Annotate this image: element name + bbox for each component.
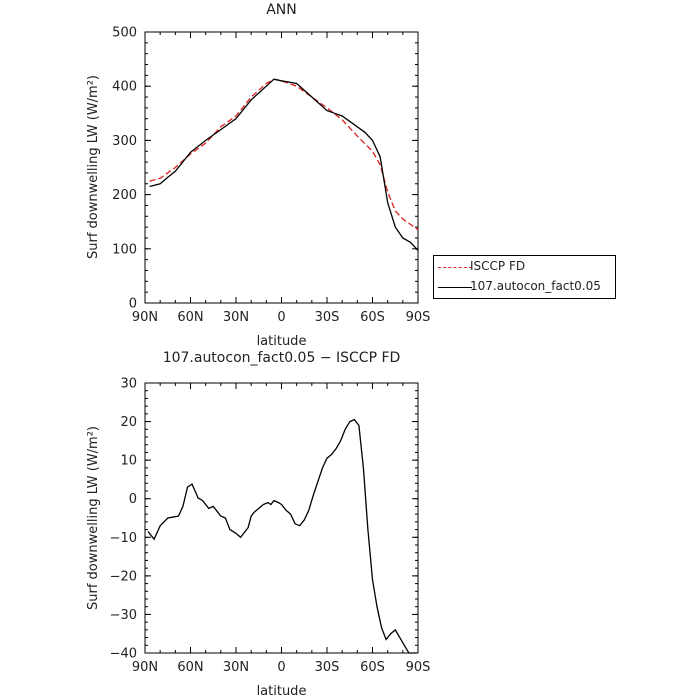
bottom-x-axis-label: latitude [257,684,307,699]
top-chart-title: ANN [266,2,297,18]
top-x-tick-label: 30S [315,310,340,325]
legend-item-model: 107.autocon_fact0.05 [434,277,615,297]
bottom-x-tick-label: 30S [315,660,340,675]
top-plot-frame [144,31,419,304]
bottom-series-line-0 [147,418,417,654]
bottom-y-tick-label: −40 [110,647,137,662]
top-x-tick-label: 0 [277,310,285,325]
legend-swatch-model [438,287,472,288]
top-y-axis-label: Surf downwelling LW (W/m²) [86,75,101,259]
bottom-panel: 107.autocon_fact0.05 − ISCCP FD latitude… [86,350,430,699]
bottom-y-tick-label: 20 [120,415,137,430]
top-series-line-1 [149,78,419,251]
top-y-tick-label: 100 [112,242,137,257]
bottom-series [147,418,417,654]
legend-label-obs: ISCCP FD [470,259,526,273]
top-y-tick-label: 500 [112,26,137,41]
legend-label-model: 107.autocon_fact0.05 [470,279,601,293]
top-panel: ANN latitude Surf downwelling LW (W/m²) … [86,2,430,349]
top-y-tick-label: 200 [112,188,137,203]
top-y-tick-label: 400 [112,80,137,95]
bottom-y-axis-label: Surf downwelling LW (W/m²) [86,426,101,610]
bottom-y-tick-label: 0 [129,492,137,507]
bottom-x-tick-label: 0 [277,660,285,675]
bottom-y-tick-label: −10 [110,531,137,546]
legend: ISCCP FD 107.autocon_fact0.05 [433,255,616,299]
top-y-tick-label: 0 [129,297,137,312]
top-x-tick-label: 60N [177,310,203,325]
bottom-y-tick-label: 30 [120,377,137,392]
top-y-tick-label: 300 [112,134,137,149]
legend-item-obs: ISCCP FD [434,257,615,277]
top-x-tick-label: 90N [132,310,158,325]
top-x-tick-label: 60S [360,310,385,325]
top-x-tick-label: 90S [406,310,431,325]
top-x-tick-label: 30N [223,310,249,325]
top-x-axis-label: latitude [257,334,307,349]
bottom-y-tick-label: −20 [110,569,137,584]
top-series [149,78,419,251]
bottom-x-tick-label: 30N [223,660,249,675]
bottom-x-tick-label: 60N [177,660,203,675]
bottom-y-tick-label: −30 [110,608,137,623]
bottom-plot-frame [144,382,419,654]
bottom-y-tick-label: 10 [120,454,137,469]
top-ticks: 90N 60N 30N 0 30S 60S 90S 0 100 200 300 400 500 [112,26,430,326]
bottom-x-tick-label: 90S [406,660,431,675]
bottom-ticks: 90N 60N 30N 0 30S 60S 90S −40 −30 −20 −10 0 10 20 30 [110,377,431,676]
bottom-chart-title: 107.autocon_fact0.05 − ISCCP FD [163,350,401,366]
top-series-line-0 [149,78,419,231]
bottom-x-tick-label: 90N [132,660,158,675]
bottom-x-tick-label: 60S [360,660,385,675]
legend-swatch-obs [438,267,472,268]
